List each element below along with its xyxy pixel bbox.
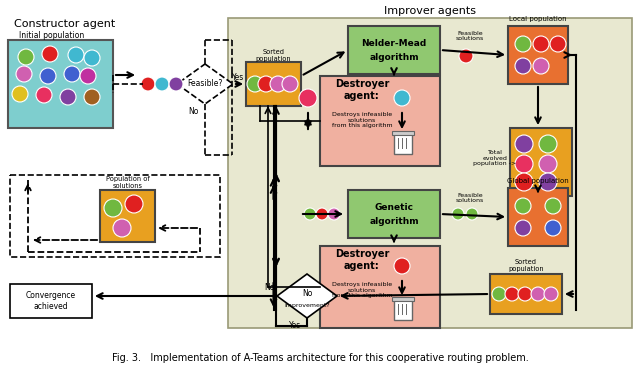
Circle shape (155, 77, 169, 91)
Bar (510, 128, 572, 196)
Text: Constructor agent: Constructor agent (14, 19, 116, 29)
Circle shape (169, 77, 183, 91)
Text: Feasible
solutions: Feasible solutions (456, 31, 484, 41)
Text: Nelder-Mead: Nelder-Mead (362, 39, 427, 48)
Text: Sorted
population: Sorted population (508, 259, 544, 272)
Circle shape (113, 219, 131, 237)
Text: Yes: Yes (289, 321, 301, 331)
Circle shape (16, 66, 32, 82)
Circle shape (533, 36, 549, 52)
Circle shape (544, 287, 558, 301)
Circle shape (515, 220, 531, 236)
Circle shape (316, 208, 328, 220)
Circle shape (539, 155, 557, 173)
Circle shape (515, 155, 533, 173)
Bar (228, 18, 632, 328)
Bar (320, 76, 440, 166)
Circle shape (84, 50, 100, 66)
Text: improvement?: improvement? (284, 303, 330, 307)
Bar (10, 284, 92, 318)
Circle shape (394, 90, 410, 106)
Text: Global population: Global population (507, 178, 569, 184)
Text: Improver agents: Improver agents (384, 6, 476, 16)
Text: algorithm: algorithm (369, 52, 419, 62)
Circle shape (258, 76, 274, 92)
Text: Sorted
population: Sorted population (256, 48, 291, 62)
Circle shape (545, 198, 561, 214)
Circle shape (515, 173, 533, 191)
Circle shape (492, 287, 506, 301)
Circle shape (40, 68, 56, 84)
Text: Local population: Local population (509, 16, 567, 22)
Bar (392, 131, 414, 135)
Bar (490, 274, 562, 314)
Circle shape (299, 89, 317, 107)
Circle shape (539, 173, 557, 191)
Circle shape (80, 68, 96, 84)
Text: algorithm: algorithm (369, 217, 419, 225)
Bar (508, 26, 568, 84)
Circle shape (12, 86, 28, 102)
Bar (10, 175, 220, 257)
Text: Population of
solutions: Population of solutions (106, 176, 149, 189)
Text: Destroys infeasible
solutions
from this algorithm: Destroys infeasible solutions from this … (332, 112, 392, 128)
Circle shape (36, 87, 52, 103)
Bar (100, 190, 155, 242)
Circle shape (18, 49, 34, 65)
Bar (394, 300, 412, 320)
Circle shape (84, 89, 100, 105)
Circle shape (60, 89, 76, 105)
Circle shape (270, 76, 286, 92)
Text: Destroyer
agent:: Destroyer agent: (335, 79, 389, 101)
Text: Yes: Yes (232, 72, 244, 82)
Circle shape (304, 208, 316, 220)
Text: Fig. 3.   Implementation of A-Teams architecture for this cooperative routing pr: Fig. 3. Implementation of A-Teams archit… (111, 353, 529, 363)
Circle shape (533, 58, 549, 74)
Text: No: No (302, 289, 312, 297)
Polygon shape (277, 274, 337, 318)
Bar (508, 188, 568, 246)
Circle shape (515, 58, 531, 74)
Circle shape (141, 77, 155, 91)
Text: Initial population: Initial population (19, 31, 84, 41)
Bar (320, 246, 440, 328)
Circle shape (42, 46, 58, 62)
Circle shape (550, 36, 566, 52)
Circle shape (247, 76, 263, 92)
Bar (348, 26, 440, 74)
Circle shape (452, 208, 464, 220)
Text: Genetic: Genetic (374, 203, 413, 213)
Bar (246, 62, 301, 106)
Circle shape (505, 287, 519, 301)
Text: Destroys infeasible
solutions
from this algorithm: Destroys infeasible solutions from this … (332, 282, 392, 298)
Polygon shape (177, 64, 233, 104)
Text: Destroyer
agent:: Destroyer agent: (335, 249, 389, 271)
Text: Total
evolved
population ->: Total evolved population -> (474, 150, 516, 166)
Circle shape (515, 198, 531, 214)
Bar (348, 190, 440, 238)
Circle shape (531, 287, 545, 301)
Text: No: No (188, 107, 198, 117)
Circle shape (515, 36, 531, 52)
Text: Feasible?: Feasible? (188, 79, 223, 89)
Text: Feasible
solutions: Feasible solutions (456, 193, 484, 203)
Circle shape (282, 76, 298, 92)
Circle shape (518, 287, 532, 301)
Circle shape (68, 47, 84, 63)
Text: No: No (264, 283, 274, 292)
Circle shape (125, 195, 143, 213)
Circle shape (539, 135, 557, 153)
Circle shape (104, 199, 122, 217)
Text: Convergence
achieved: Convergence achieved (26, 291, 76, 311)
Circle shape (466, 208, 478, 220)
Circle shape (459, 49, 473, 63)
Circle shape (328, 208, 340, 220)
Bar (394, 134, 412, 154)
Circle shape (64, 66, 80, 82)
Circle shape (394, 258, 410, 274)
Circle shape (515, 135, 533, 153)
Bar (8, 40, 113, 128)
Bar (392, 297, 414, 301)
Circle shape (545, 220, 561, 236)
